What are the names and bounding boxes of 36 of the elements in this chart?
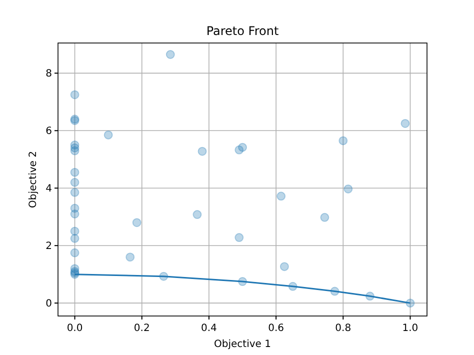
- x-tick-label: 1.0: [402, 323, 418, 334]
- point: [70, 188, 80, 197]
- point: [132, 218, 142, 228]
- point: [338, 136, 348, 146]
- x-axis-title: Objective 1: [214, 339, 271, 350]
- point: [198, 146, 207, 156]
- chart-title: Pareto Front: [206, 24, 279, 38]
- point: [70, 234, 80, 243]
- point: [320, 212, 330, 222]
- point: [400, 118, 410, 128]
- point: [70, 178, 80, 187]
- point: [192, 210, 202, 220]
- x-tick-label: 0.8: [335, 323, 352, 334]
- point: [70, 146, 80, 156]
- point: [70, 90, 80, 100]
- y-tick-label: 4: [46, 184, 52, 195]
- point: [70, 248, 80, 258]
- point: [280, 262, 289, 272]
- y-tick-label: 0: [46, 298, 52, 310]
- x-tick-label: 0.6: [268, 323, 284, 334]
- y-axis-title: Objective 2: [28, 151, 39, 208]
- x-tick-label: 0.2: [134, 323, 150, 334]
- point: [344, 184, 353, 194]
- x-tick-label: 0.4: [201, 323, 217, 334]
- x-tick-label: 0.0: [66, 323, 83, 334]
- point: [166, 50, 175, 59]
- point: [126, 252, 135, 262]
- y-tick-label: 2: [46, 241, 52, 252]
- y-tick-label: 6: [46, 126, 52, 138]
- point: [70, 168, 80, 177]
- y-tick-label: 8: [46, 68, 52, 80]
- point: [238, 142, 247, 152]
- point: [276, 192, 286, 201]
- point: [234, 233, 244, 242]
- point: [70, 209, 80, 218]
- point: [104, 130, 113, 140]
